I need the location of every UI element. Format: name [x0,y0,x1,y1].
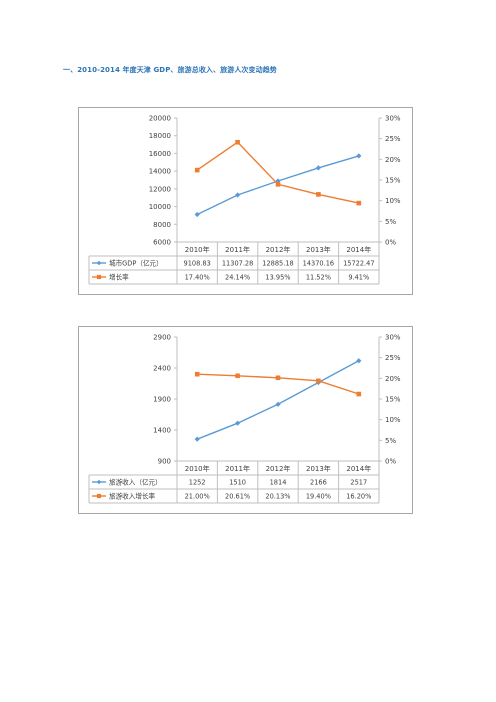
data-table-value: 13.95% [265,274,290,282]
data-table-value: 21.00% [185,493,210,501]
right-axis-tick-label: 30% [385,334,401,342]
series-point-square [316,378,321,384]
series-point-square [275,375,281,381]
right-axis-tick-label: 25% [385,354,401,362]
right-axis-tick-label: 15% [385,177,401,185]
data-table-value: 9.41% [348,274,369,282]
x-axis-category-label: 2012年 [266,245,291,254]
x-axis-category-label: 2013年 [306,245,331,254]
gdp-chart-svg: 6000 8000 10000 12000 14000 16000 18000 20000 0%… [88,115,401,285]
x-axis-category-label: 2014年 [346,245,371,254]
x-axis-category-label: 2010年 [185,245,210,254]
series-point-square [194,167,200,173]
data-table-value: 19.40% [306,493,331,501]
right-axis-tick-label: 25% [385,135,401,143]
x-axis-category-label: 2010年 [185,464,210,473]
right-axis-tick-label: 0% [385,458,396,466]
left-axis-tick-label: 16000 [149,150,171,158]
left-axis-tick-label: 12000 [149,185,171,193]
left-axis-tick-label: 2400 [153,365,171,373]
x-axis-category-label: 2014年 [346,464,371,473]
series-line-2 [196,141,359,204]
right-axis-tick-label: 15% [385,396,401,404]
data-table-value: 9108.83 [184,260,211,268]
right-axis-tick-label: 20% [385,375,401,383]
series-point-square [316,192,321,197]
right-axis-tick-label: 20% [385,156,401,164]
gdp-chart: 6000 8000 10000 12000 14000 16000 18000 20000 0%… [78,107,413,295]
left-axis-tick-label: 20000 [149,115,171,123]
tourism-revenue-chart: 900 1400 1900 2400 2900 0% 5% 10% 15% 20% 25% 30% 20… [78,326,413,514]
left-axis-tick-label: 1400 [153,427,171,435]
left-axis-tick-label: 2900 [153,334,171,342]
data-table-value: 2517 [350,479,367,487]
right-axis-tick-label: 30% [385,115,401,123]
series-point-square [356,200,362,206]
series-line-1 [196,360,360,440]
data-table-value: 16.20% [346,493,371,501]
series-point-square [194,371,200,377]
series-point-diamond [356,153,362,159]
data-table-value: 20.61% [225,493,250,501]
legend-key-marker [96,493,102,499]
x-axis-category-label: 2011年 [225,464,250,473]
series-point-square [235,139,240,145]
series-point-diamond [275,401,281,407]
left-axis-tick-label: 18000 [149,132,171,140]
legend-key-marker [96,274,102,280]
series-point-diamond [194,211,200,218]
data-table-value: 20.13% [265,493,290,501]
x-axis-category-label: 2012年 [266,464,291,473]
right-axis-tick-label: 0% [385,239,396,247]
right-axis-tick-label: 10% [385,197,401,205]
x-axis-category-label: 2013年 [306,464,331,473]
series-point-diamond [194,436,200,442]
data-table-value: 24.14% [225,274,250,282]
series-point-square [275,182,281,187]
left-axis-tick-label: 900 [158,458,171,466]
left-axis-tick-label: 6000 [153,239,171,247]
legend-key-marker [96,260,102,266]
series-point-diamond [356,358,362,364]
series-point-diamond [235,192,241,198]
tourism-revenue-chart-svg: 900 1400 1900 2400 2900 0% 5% 10% 15% 20% 25% 30% 20… [88,334,401,504]
data-table-value: 11307.28 [222,260,253,268]
series-point-diamond [235,420,241,426]
series-name-label: 增长率 [109,273,129,282]
series-point-square [356,391,362,397]
left-axis-tick-label: 1900 [153,396,171,404]
data-table-value: 17.40% [185,274,210,282]
legend-key-marker [96,479,102,485]
data-table-value: 14370.16 [303,260,334,268]
left-axis-tick-label: 8000 [153,221,171,229]
left-axis-tick-label: 10000 [149,203,171,211]
right-axis-tick-label: 10% [385,416,401,424]
right-axis-tick-label: 5% [385,218,396,226]
section-heading: 一、2010-2014 年度天津 GDP、旅游总收入、旅游人次变动趋势 [63,66,277,74]
series-name-label: 旅游收入增长率 [109,492,156,501]
series-name-label: 城市GDP（亿元） [109,259,163,268]
data-table-value: 11.52% [306,274,331,282]
data-table-value: 15722.47 [343,260,374,268]
data-table-value: 12885.18 [262,260,293,268]
series-name-label: 旅游收入（亿元） [109,478,162,487]
data-table-value: 2166 [310,479,327,487]
data-table-value: 1510 [229,479,246,487]
data-table-value: 1252 [189,479,206,487]
right-axis-tick-label: 5% [385,437,396,445]
series-point-square [235,373,240,379]
left-axis-tick-label: 14000 [149,168,171,176]
series-point-diamond [315,165,321,171]
data-table-value: 1814 [270,479,287,487]
x-axis-category-label: 2011年 [225,245,250,254]
